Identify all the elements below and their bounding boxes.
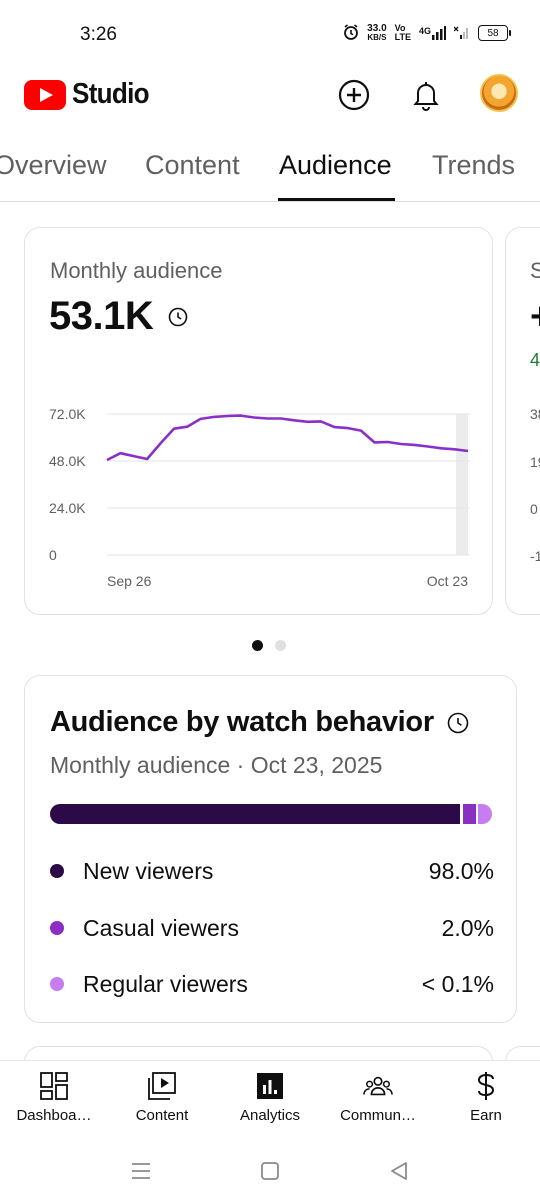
nav-label: Dashboa… xyxy=(16,1107,92,1124)
volte-bottom: LTE xyxy=(394,32,411,42)
bottom-navigation: Dashboa… Content Analytics Commun… Earn xyxy=(0,1060,540,1142)
next-card-tick: -1 xyxy=(530,548,540,564)
nav-label: Commun… xyxy=(340,1107,416,1124)
bar-segment-new-viewers xyxy=(50,804,460,824)
nav-label: Analytics xyxy=(239,1107,301,1124)
recents-button[interactable] xyxy=(126,1156,156,1186)
series-line-monthly-audience xyxy=(106,414,469,462)
next-card-label: S xyxy=(530,258,540,283)
app-header: Studio xyxy=(0,66,540,126)
legend-row: New viewers 98.0% xyxy=(50,856,494,886)
home-button[interactable] xyxy=(255,1156,285,1186)
stacked-share-bar xyxy=(50,804,492,824)
nav-community[interactable]: Commun… xyxy=(324,1061,432,1143)
studio-logo[interactable]: Studio xyxy=(24,78,157,111)
status-bar: 3:26 33.0 KB/S Vo LTE 4G 58 xyxy=(0,0,540,66)
x-tick-label: Sep 26 xyxy=(107,573,152,589)
notifications-button[interactable] xyxy=(407,76,445,114)
legend-dot xyxy=(50,977,64,991)
carousel-dot[interactable] xyxy=(275,640,286,651)
legend-row: Casual viewers 2.0% xyxy=(50,913,494,943)
clock-icon xyxy=(447,712,469,734)
nav-content[interactable]: Content xyxy=(108,1061,216,1143)
legend-row: Regular viewers < 0.1% xyxy=(50,969,494,999)
bell-icon xyxy=(413,82,439,111)
carousel-indicator xyxy=(252,640,286,651)
analytics-tabs: Overview Content Audience Trends xyxy=(0,130,540,202)
nav-earn[interactable]: Earn xyxy=(432,1061,540,1143)
network-speed: 33.0 KB/S xyxy=(367,23,387,43)
back-button[interactable] xyxy=(384,1156,414,1186)
tab-overview[interactable]: Overview xyxy=(0,150,107,180)
nav-label: Content xyxy=(135,1107,189,1124)
earn-icon xyxy=(471,1071,501,1101)
next-card-tick: 38 xyxy=(530,406,540,422)
legend-value: 98.0% xyxy=(428,858,494,884)
nav-analytics[interactable]: Analytics xyxy=(216,1061,324,1143)
last-day-highlight xyxy=(456,414,468,555)
account-avatar[interactable] xyxy=(480,74,518,112)
x-tick-label: Oct 23 xyxy=(427,573,468,589)
dashboard-icon xyxy=(39,1071,69,1101)
y-tick-label: 0 xyxy=(49,547,57,563)
nav-label: Earn xyxy=(470,1107,502,1124)
legend-value: < 0.1% xyxy=(421,971,494,997)
card-title: Audience by watch behavior xyxy=(50,706,434,738)
legend-label: New viewers xyxy=(83,858,214,884)
alarm-icon xyxy=(343,24,359,42)
clock-icon xyxy=(168,307,188,327)
y-tick-label: 24.0K xyxy=(49,500,86,516)
volte-top: Vo xyxy=(394,23,406,33)
next-metric-card[interactable]: S + 4 38 19 0 -1 xyxy=(505,227,540,615)
bar-segment-regular-viewers xyxy=(478,804,492,824)
content-icon xyxy=(147,1071,177,1101)
system-navigation-bar xyxy=(0,1142,540,1200)
youtube-play-icon xyxy=(24,79,66,110)
analytics-icon xyxy=(255,1071,285,1101)
legend-dot xyxy=(50,864,64,878)
monthly-audience-card[interactable]: Monthly audience 53.1K 72.0K 48.0K 24.0K 0 S… xyxy=(24,227,493,615)
next-card-value: + xyxy=(530,296,540,339)
y-tick-label: 72.0K xyxy=(49,406,86,422)
volte-indicator: Vo LTE xyxy=(395,24,411,42)
watch-behavior-card[interactable]: Audience by watch behavior Monthly audie… xyxy=(24,675,517,1023)
back-triangle-icon xyxy=(391,1162,407,1180)
network-speed-unit: KB/S xyxy=(367,33,387,42)
legend-label: Regular viewers xyxy=(83,971,248,997)
card-label: Monthly audience xyxy=(50,258,223,283)
community-icon xyxy=(363,1071,393,1101)
next-card-tick: 19 xyxy=(530,454,540,470)
monthly-audience-chart: 72.0K 48.0K 24.0K 0 Sep 26 Oct 23 xyxy=(49,406,470,589)
network-type: 4G xyxy=(418,26,431,36)
status-time: 3:26 xyxy=(80,24,117,45)
signal-weak-icon xyxy=(453,25,470,41)
plus-circle-icon xyxy=(338,79,370,111)
next-card-delta: 4 xyxy=(530,350,540,370)
battery-indicator: 58 xyxy=(478,25,511,41)
create-button[interactable] xyxy=(335,76,373,114)
status-icons: 33.0 KB/S Vo LTE 4G 58 xyxy=(343,23,511,43)
legend-label: Casual viewers xyxy=(83,915,239,941)
nav-dashboard[interactable]: Dashboa… xyxy=(0,1061,108,1143)
tab-content[interactable]: Content xyxy=(145,150,240,180)
app-name: Studio xyxy=(72,78,150,110)
menu-lines-icon xyxy=(132,1163,150,1179)
signal-4g-icon: 4G xyxy=(419,26,446,40)
next-card-tick: 0 xyxy=(530,501,538,517)
y-tick-label: 48.0K xyxy=(49,453,86,469)
legend-dot xyxy=(50,921,64,935)
square-icon xyxy=(261,1162,279,1180)
card-subtitle: Monthly audience · Oct 23, 2025 xyxy=(50,752,383,778)
bar-segment-casual-viewers xyxy=(463,804,476,824)
network-speed-value: 33.0 xyxy=(367,23,387,34)
legend-value: 2.0% xyxy=(441,915,494,941)
active-tab-indicator xyxy=(278,198,395,201)
monthly-audience-value: 53.1K xyxy=(49,294,154,338)
carousel-dot-active[interactable] xyxy=(252,640,263,651)
tab-audience[interactable]: Audience xyxy=(279,150,392,180)
tab-trends[interactable]: Trends xyxy=(432,150,516,180)
